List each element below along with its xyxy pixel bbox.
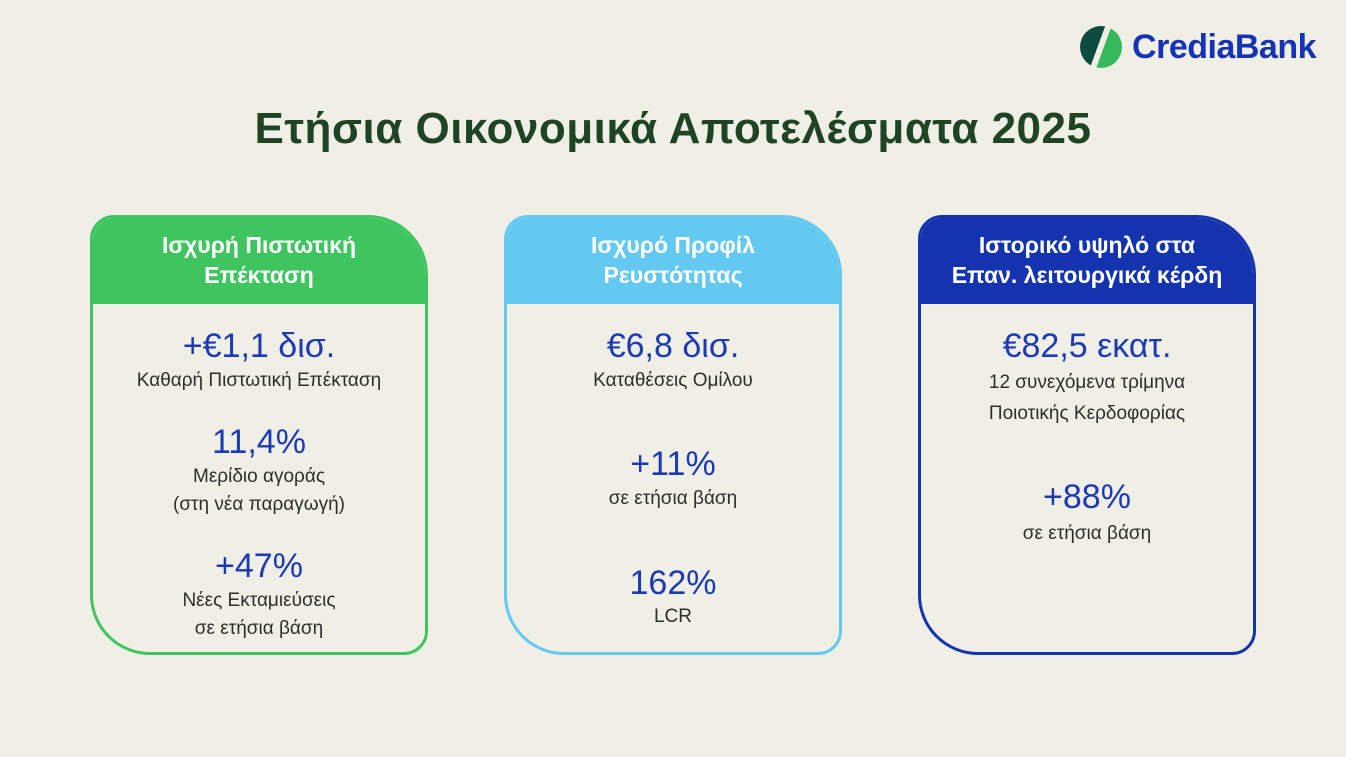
stat-lcr: 162% LCR [630,563,717,631]
stat-label: LCR [653,606,692,628]
stat-value: €82,5 εκατ. [1002,327,1172,365]
crediabank-logo-icon [1080,26,1123,68]
page-title: Ετήσια Οικονομικά Αποτελέσματα 2025 [254,104,1092,153]
stats-cards: Ισχυρή Πιστωτική Επέκταση +€1,1 δισ. Καθ… [90,215,1256,655]
card-operating-profit-header: Ιστορικό υψηλό στα Επαν. λειτουργικά κέρ… [921,218,1253,304]
stat-value: +47% [215,547,303,586]
stat-value: 162% [629,563,717,602]
card-liquidity-profile-header: Ισχυρό Προφίλ Ρευστότητας [507,218,839,304]
stat-label: σε ετήσια βάση [194,617,324,639]
stat-label: Νέες Εκταμιεύσεις [182,590,336,612]
stat-label: Καθαρή Πιστωτική Επέκταση [136,369,382,391]
stat-deposits-yoy: +11% σε ετήσια βάση [609,444,737,512]
card-credit-expansion: Ισχυρή Πιστωτική Επέκταση +€1,1 δισ. Καθ… [90,215,428,655]
card-operating-profit-body: €82,5 εκατ. 12 συνεχόμενα τρίμηνα Ποιοτι… [921,304,1253,652]
stat-label: 12 συνεχόμενα τρίμηνα [988,371,1186,393]
stat-label: (στη νέα παραγωγή) [173,493,345,515]
crediabank-logo-text: CrediaBank [1132,27,1316,66]
card-operating-profit: Ιστορικό υψηλό στα Επαν. λειτουργικά κέρ… [918,215,1256,655]
card-liquidity-profile-body: €6,8 δισ. Καταθέσεις Ομίλου +11% σε ετήσ… [507,304,839,652]
stat-profit-yoy: +88% σε ετήσια βάση [1023,477,1151,549]
stat-market-share: 11,4% Μερίδιο αγοράς (στη νέα παραγωγή) [173,422,345,518]
card-credit-expansion-header: Ισχυρή Πιστωτική Επέκταση [93,218,425,304]
stat-net-credit-expansion: +€1,1 δισ. Καθαρή Πιστωτική Επέκταση [137,326,381,394]
stat-operating-profit: €82,5 εκατ. 12 συνεχόμενα τρίμηνα Ποιοτι… [989,326,1185,429]
stat-value: €6,8 δισ. [606,327,740,365]
stat-value: +11% [630,445,716,484]
stat-group-deposits: €6,8 δισ. Καταθέσεις Ομίλου [593,326,753,394]
stat-label: Μερίδιο αγοράς [193,466,325,488]
stat-label: σε ετήσια βάση [608,488,738,510]
stat-value: +€1,1 δισ. [182,327,336,365]
stat-label: Καταθέσεις Ομίλου [593,369,753,391]
card-liquidity-profile: Ισχυρό Προφίλ Ρευστότητας €6,8 δισ. Κατα… [504,215,842,655]
stat-label: Ποιοτικής Κερδοφορίας [988,403,1186,425]
stat-value: +88% [1043,478,1131,517]
stat-new-disbursements: +47% Νέες Εκταμιεύσεις σε ετήσια βάση [182,546,335,642]
stat-label: σε ετήσια βάση [1022,523,1152,545]
crediabank-logo: CrediaBank [1080,26,1316,68]
stat-value: 11,4% [212,423,306,462]
card-credit-expansion-body: +€1,1 δισ. Καθαρή Πιστωτική Επέκταση 11,… [93,304,425,652]
